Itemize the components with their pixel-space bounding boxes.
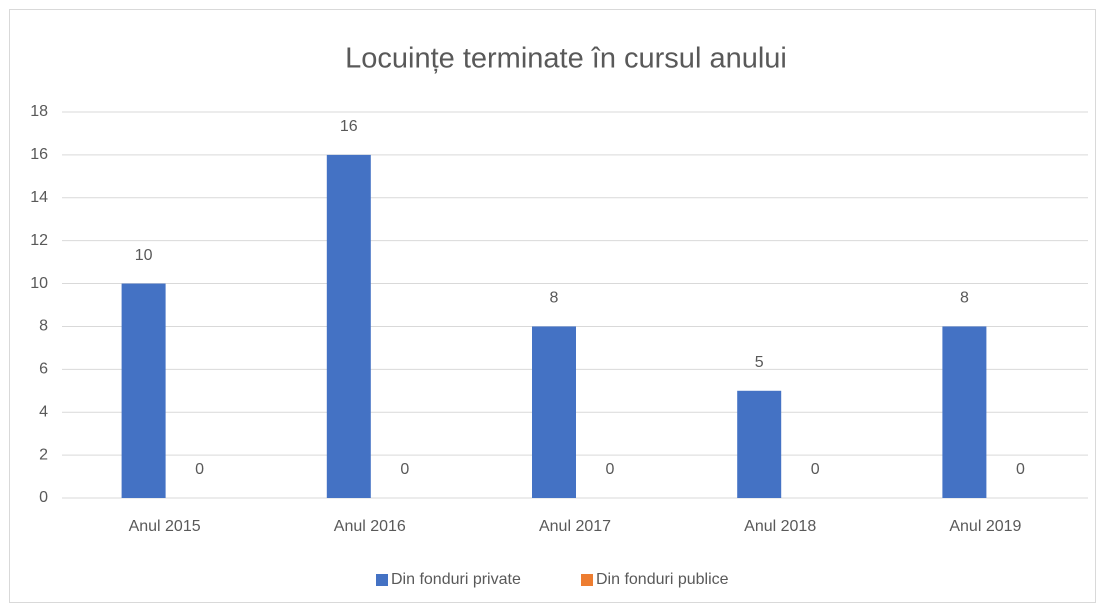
- y-tick-label: 16: [30, 146, 48, 163]
- data-label: 8: [550, 290, 559, 307]
- y-tick-label: 0: [39, 489, 48, 506]
- legend-label: Din fonduri publice: [596, 571, 729, 588]
- data-label: 5: [755, 354, 764, 371]
- data-label: 16: [340, 118, 358, 135]
- bar: [737, 390, 782, 498]
- y-tick-label: 6: [39, 361, 48, 378]
- data-label: 0: [400, 461, 409, 478]
- chart-title: Locuințe terminate în cursul anului: [345, 43, 787, 75]
- bar: [121, 283, 166, 498]
- y-tick-label: 12: [30, 232, 48, 249]
- x-tick-label: Anul 2019: [949, 518, 1021, 535]
- y-tick-label: 4: [39, 403, 48, 420]
- x-tick-label: Anul 2018: [744, 518, 816, 535]
- data-label: 0: [606, 461, 615, 478]
- bar: [942, 326, 987, 498]
- data-label: 8: [960, 290, 969, 307]
- bar: [326, 154, 371, 498]
- legend-label: Din fonduri private: [391, 571, 521, 588]
- data-label: 0: [195, 461, 204, 478]
- legend-swatch: [581, 574, 593, 586]
- chart-frame: [9, 9, 1096, 603]
- y-tick-label: 2: [39, 446, 48, 463]
- legend-swatch: [376, 574, 388, 586]
- bar: [532, 326, 576, 498]
- y-tick-label: 10: [30, 275, 48, 292]
- data-label: 0: [811, 461, 820, 478]
- x-tick-label: Anul 2015: [129, 518, 201, 535]
- data-label: 10: [135, 247, 153, 264]
- y-tick-label: 8: [39, 318, 48, 335]
- data-label: 0: [1016, 461, 1025, 478]
- x-tick-label: Anul 2016: [334, 518, 406, 535]
- y-tick-label: 18: [30, 103, 48, 120]
- x-tick-label: Anul 2017: [539, 518, 611, 535]
- y-tick-label: 14: [30, 189, 48, 206]
